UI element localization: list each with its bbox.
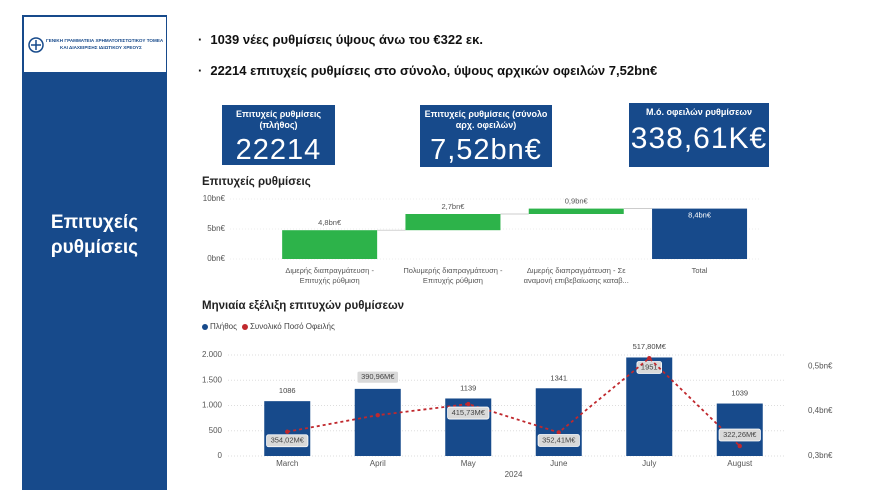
- x-tick-label: August: [727, 459, 753, 468]
- legend-label: Πλήθος: [210, 322, 237, 331]
- bar: [354, 388, 401, 456]
- y2-tick-label: 0,4bn€: [808, 406, 833, 415]
- y-tick-label: 1.500: [202, 375, 223, 384]
- y2-tick-label: 0,3bn€: [808, 451, 833, 460]
- emblem: [28, 37, 44, 53]
- bullet: 22214 επιτυχείς ρυθμίσεις στο σύνολο, ύψ…: [198, 63, 657, 78]
- kpi-label: Μ.ό. οφειλών ρυθμίσεων: [646, 107, 752, 117]
- line-point: [285, 429, 290, 434]
- kpi-card: Μ.ό. οφειλών ρυθμίσεων 338,61K€: [629, 103, 769, 167]
- y2-tick-label: 0,5bn€: [808, 361, 833, 370]
- data-label: 8,4bn€: [688, 211, 712, 220]
- x-tick-label: March: [276, 459, 298, 468]
- data-label-box: [537, 434, 580, 447]
- x-tick-label: Διμερής διαπραγμάτευση - Σε αναμονή επιβ…: [523, 266, 629, 285]
- data-label: 0,9bn€: [565, 197, 589, 206]
- data-label: 1951: [641, 362, 658, 371]
- data-label: 415,73M€: [452, 408, 486, 417]
- line-point: [375, 412, 380, 418]
- data-label-box: [356, 370, 399, 384]
- data-label: 354,02M€: [271, 436, 305, 445]
- legend-marker: [241, 324, 248, 330]
- data-label-box: [718, 428, 761, 442]
- x-tick-label: April: [370, 459, 386, 468]
- legend-marker: [202, 324, 208, 330]
- x-tick-label: Διμερής διαπραγμάτευση - Επιτυχής ρύθμισ…: [285, 266, 374, 285]
- kpi-label: Επιτυχείς ρυθμίσεις (σύνολο αρχ. οφειλών…: [424, 109, 548, 130]
- data-label: 1341: [550, 373, 567, 382]
- legend-label: Συνολικό Ποσό Οφειλής: [250, 322, 335, 331]
- x-tick-label: May: [461, 459, 476, 468]
- kpi-label: Επιτυχείς ρυθμίσεις (πλήθος): [235, 109, 322, 130]
- data-label-box: [266, 434, 309, 448]
- data-label: 390,96M€: [361, 372, 395, 381]
- kpi-card: Επιτυχείς ρυθμίσεις (σύνολο αρχ. οφειλών…: [420, 105, 552, 167]
- data-label: 517,80M€: [633, 342, 667, 351]
- chart-title: Επιτυχείς ρυθμίσεις: [202, 176, 311, 188]
- data-label: 322,26M€: [723, 430, 757, 439]
- bar: [652, 208, 748, 259]
- kpi-value: 22214: [235, 134, 322, 166]
- y-tick-label: 5bn€: [207, 224, 225, 233]
- logo-text: ΚΑΙ ΔΙΑΧΕΙΡΙΣΗΣ ΙΔΙΩΤΙΚΟΥ ΧΡΕΟΥΣ: [60, 45, 142, 50]
- kpi-value: 338,61K€: [630, 122, 768, 155]
- bar: [405, 214, 501, 231]
- x-axis-label: 2024: [505, 470, 523, 479]
- bar: [626, 357, 673, 456]
- logo-text: ΓΕΝΙΚΗ ΓΡΑΜΜΑΤΕΙΑ ΧΡΗΜΑΤΟΠΙΣΤΩΤΙΚΟΥ ΤΟΜΕ…: [46, 38, 164, 43]
- bar: [264, 401, 311, 456]
- line-point: [737, 443, 742, 449]
- sidebar-title: Επιτυχείς ρυθμίσεις: [50, 212, 139, 258]
- bar: [528, 208, 624, 214]
- kpi-value: 7,52bn€: [430, 134, 542, 166]
- logo: ΓΕΝΙΚΗ ΓΡΑΜΜΑΤΕΙΑ ΧΡΗΜΑΤΟΠΙΣΤΩΤΙΚΟΥ ΤΟΜΕ…: [24, 17, 166, 72]
- y-tick-label: 2.000: [202, 350, 223, 359]
- sidebar: [22, 15, 167, 490]
- data-label: 1039: [731, 389, 748, 398]
- x-tick-label: June: [550, 459, 568, 468]
- y-tick-label: 0: [218, 451, 223, 460]
- x-tick-label: Total: [691, 266, 708, 275]
- y-tick-label: 1.000: [202, 401, 223, 410]
- line-point: [556, 430, 561, 435]
- line-point: [647, 356, 652, 361]
- line: [287, 357, 741, 447]
- data-label: 1139: [460, 383, 476, 392]
- data-label-box: [447, 406, 490, 420]
- chart-title: Μηνιαία εξέλιξη επιτυχών ρυθμίσεων: [202, 300, 405, 312]
- line-point: [466, 401, 471, 407]
- y-tick-label: 0bn€: [207, 254, 225, 263]
- bullet: 1039 νέες ρυθμίσεις ύψους άνω του €322 ε…: [198, 32, 483, 47]
- x-tick-label: July: [642, 459, 656, 468]
- data-label: 1086: [279, 386, 296, 395]
- data-label: 352,41M€: [542, 435, 576, 444]
- kpi-card: Επιτυχείς ρυθμίσεις (πλήθος) 22214: [222, 105, 335, 166]
- data-label: 2,7bn€: [441, 202, 465, 211]
- x-tick-label: Πολυμερής διαπραγμάτευση - Επιτυχής ρύθμ…: [403, 266, 503, 285]
- y-tick-label: 10bn€: [203, 194, 226, 203]
- y-tick-label: 500: [209, 426, 223, 435]
- data-label: 4,8bn€: [318, 218, 342, 227]
- bar: [282, 230, 378, 259]
